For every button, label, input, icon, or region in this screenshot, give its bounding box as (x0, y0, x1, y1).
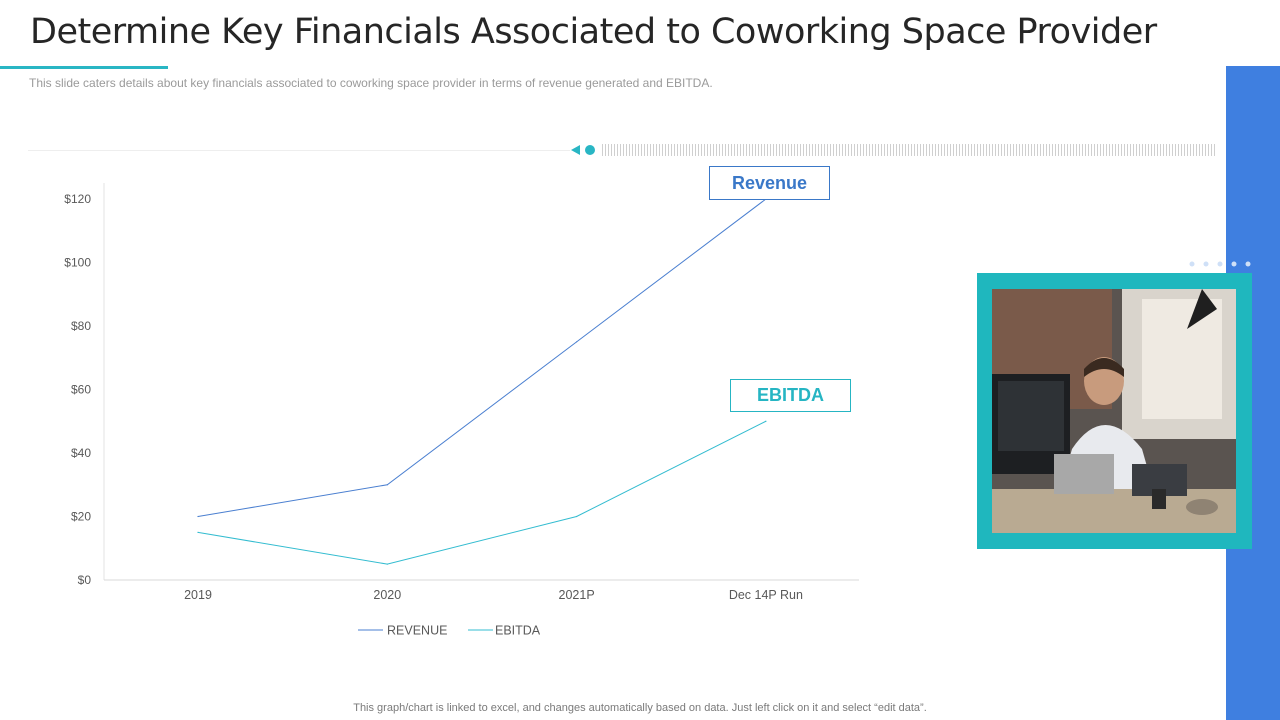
x-tick-label: 2021P (559, 588, 595, 602)
data-point-revenue[interactable] (386, 484, 388, 486)
arrow-left-icon (571, 145, 580, 155)
series-line-revenue[interactable] (197, 198, 767, 517)
x-tick-label: Dec 14P Run (729, 588, 803, 602)
footer-note: This graph/chart is linked to excel, and… (353, 702, 927, 714)
y-tick-label: $40 (71, 446, 91, 460)
y-tick-label: $80 (71, 319, 91, 333)
data-point-revenue[interactable] (576, 341, 578, 343)
data-point-ebitda[interactable] (576, 515, 578, 518)
hatch-divider (602, 144, 1217, 156)
y-tick-label: $60 (71, 383, 91, 397)
data-point-ebitda[interactable] (386, 563, 388, 565)
y-tick-label: $100 (64, 256, 91, 270)
x-tick-label: 2020 (373, 588, 401, 602)
data-point-ebitda[interactable] (197, 531, 199, 533)
data-point-ebitda[interactable] (765, 420, 767, 422)
series-line-ebitda[interactable] (197, 420, 767, 565)
dot-icon (585, 145, 595, 155)
revenue-callout: Revenue (709, 166, 830, 200)
line-chart[interactable]: $0 $20 $40 $60 $80 $100 $120 2019 2020 2021P Dec 1… (0, 0, 900, 660)
y-tick-label: $20 (71, 510, 91, 524)
page-title: Determine Key Financials Associated to C… (30, 12, 1157, 52)
y-tick-label: $0 (78, 573, 92, 587)
ebitda-callout: EBITDA (730, 379, 851, 412)
divider-line (28, 150, 570, 151)
legend-label-ebitda: EBITDA (495, 624, 541, 638)
office-photo (992, 289, 1236, 533)
y-tick-label: $120 (64, 192, 91, 206)
legend-label-revenue: REVENUE (387, 624, 447, 638)
x-tick-label: 2019 (184, 588, 212, 602)
data-point-revenue[interactable] (197, 515, 199, 518)
title-underline (0, 66, 168, 69)
page-subtitle: This slide caters details about key fina… (29, 76, 713, 90)
